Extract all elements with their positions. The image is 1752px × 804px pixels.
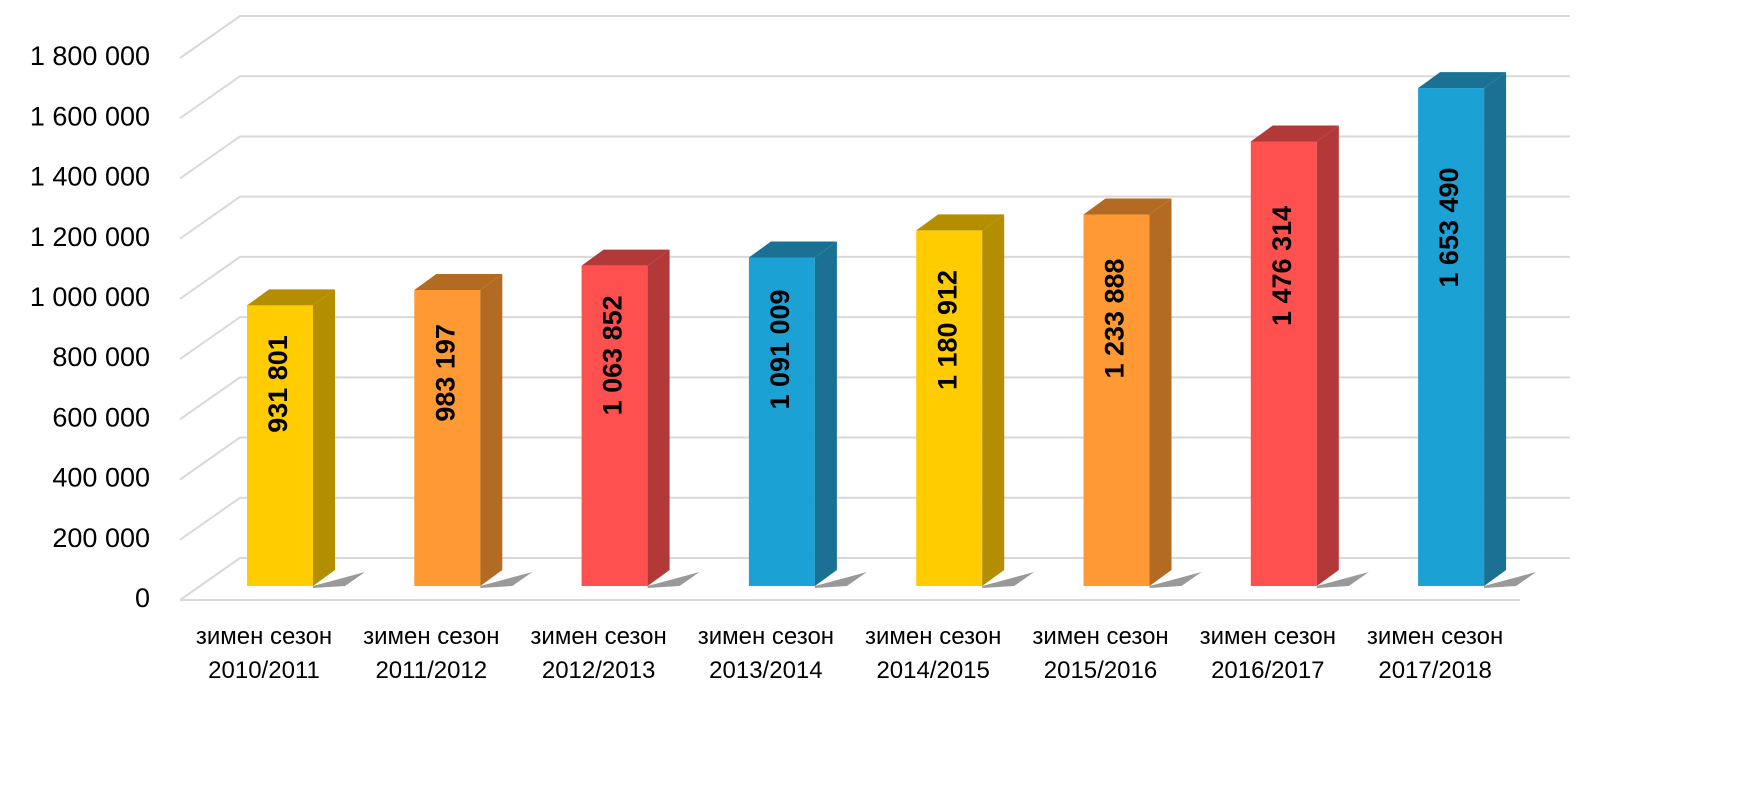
bar-top (414, 273, 503, 290)
bar-front (1083, 214, 1150, 586)
bar-front (748, 257, 815, 586)
x-tick-label: зимен сезон 2012/2013 (530, 623, 667, 684)
x-tick-label: зимен сезон 2010/2011 (195, 623, 333, 684)
bar-top (748, 241, 837, 258)
y-tick-label: 800 000 (52, 342, 150, 372)
bar-shadow (1149, 572, 1202, 588)
bar-front (247, 305, 313, 586)
grid-line (179, 316, 1570, 360)
y-tick-label: 1 400 000 (30, 162, 150, 192)
x-tick-label: зимен сезон 2017/2018 (1366, 623, 1504, 684)
y-tick-label: 600 000 (52, 402, 150, 432)
bar-top (247, 289, 335, 306)
y-tick-label: 1 600 000 (30, 101, 150, 131)
bar-top (1083, 198, 1172, 215)
y-tick-label: 200 000 (52, 523, 150, 553)
x-tick-label: зимен сезон 2011/2012 (363, 623, 500, 684)
bar-side (1484, 72, 1507, 587)
y-tick-label: 400 000 (52, 463, 150, 493)
grid-line (179, 255, 1570, 300)
y-tick-label: 1 200 000 (30, 222, 150, 252)
bar-top (581, 249, 670, 266)
bar-front (581, 265, 648, 586)
bar-shadow (814, 572, 867, 588)
grid-line (179, 195, 1570, 240)
x-tick-label: зимен сезон 2016/2017 (1199, 623, 1336, 684)
bar-side (1149, 198, 1172, 586)
grid-line (179, 557, 1570, 601)
bar-front (1250, 141, 1317, 586)
bar-shadow (480, 572, 533, 588)
value-label: 1 180 912 (932, 270, 962, 390)
bar-side (1316, 125, 1339, 586)
bar-top (1418, 72, 1507, 89)
grid-line (179, 376, 1570, 421)
bar-front (414, 289, 481, 586)
bar-shadow (982, 572, 1035, 588)
bar-shadow (1484, 572, 1537, 588)
value-label: 983 197 (430, 324, 460, 422)
value-label: 1 063 852 (598, 295, 628, 415)
x-tick-label: зимен сезон 2014/2015 (865, 623, 1002, 684)
x-tick-label: зимен сезон 2013/2014 (697, 623, 835, 684)
value-label: 1 653 490 (1434, 167, 1464, 287)
value-label: 931 801 (263, 335, 293, 433)
bar-side (480, 273, 503, 586)
y-tick-label: 1 000 000 (30, 282, 150, 312)
value-label: 1 233 888 (1100, 258, 1130, 378)
x-tick-label: зимен сезон 2015/2016 (1032, 623, 1169, 684)
grid-line (179, 436, 1570, 481)
bar-side (313, 289, 335, 586)
bar-top (916, 214, 1005, 231)
grid-line (179, 496, 1570, 541)
y-tick-label: 1 800 000 (30, 41, 150, 71)
y-tick-label: 0 (135, 583, 150, 613)
bar-top (1250, 125, 1339, 142)
bar-shadow (1316, 572, 1369, 588)
value-label: 1 476 314 (1267, 206, 1297, 326)
bar-front (916, 230, 983, 586)
bar-shadow (647, 572, 700, 588)
value-label: 1 091 009 (765, 289, 795, 409)
bar-side (647, 249, 670, 586)
grid-line (179, 135, 1570, 180)
bar-side (982, 214, 1005, 586)
bar-shadow (313, 572, 365, 588)
grid-line (179, 75, 1570, 120)
bar-side (814, 241, 837, 587)
bar-front (1418, 88, 1485, 587)
grid-line (179, 15, 1570, 59)
